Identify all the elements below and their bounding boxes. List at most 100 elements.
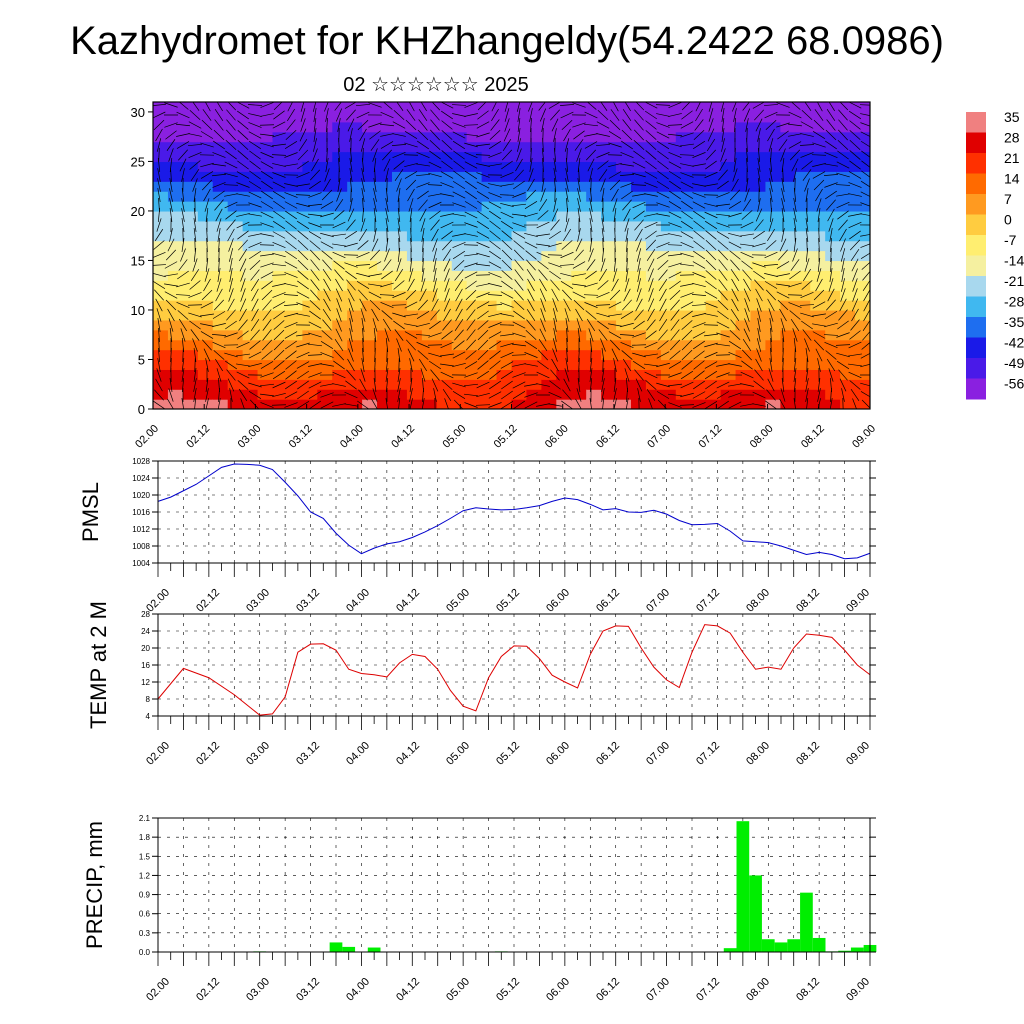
- wind-vector: [849, 150, 861, 160]
- wind-vector: [205, 378, 209, 392]
- heatmap-cell: [362, 210, 378, 222]
- wind-vector: [732, 168, 738, 182]
- heatmap-cell: [780, 389, 796, 400]
- heatmap-cell: [153, 369, 169, 380]
- wind-vector: [503, 128, 511, 142]
- wind-vector: [421, 228, 425, 242]
- wind-vector: [418, 119, 428, 131]
- heatmap-cell: [840, 349, 856, 361]
- wind-vector: [284, 272, 298, 278]
- colorbar-swatch: [966, 255, 986, 277]
- wind-vector: [332, 243, 346, 247]
- wind-vector: [358, 389, 368, 401]
- heatmap-cell: [795, 102, 811, 113]
- heatmap-cell: [825, 210, 841, 222]
- wind-vector: [250, 278, 260, 292]
- wind-vector: [284, 391, 298, 399]
- wind-vector: [575, 308, 583, 322]
- heatmap-cell: [332, 369, 348, 380]
- wind-vector: [691, 304, 707, 306]
- wind-vector: [349, 158, 353, 172]
- heatmap-cell: [481, 399, 498, 409]
- wind-vector: [192, 102, 200, 111]
- wind-vector: [695, 108, 703, 122]
- heatmap-cell: [197, 359, 214, 370]
- heatmap-cell: [406, 300, 423, 311]
- wind-vector: [693, 370, 705, 380]
- wind-vector: [692, 183, 706, 187]
- heatmap-cell: [451, 210, 468, 222]
- wind-vector: [250, 269, 260, 281]
- wind-vector: [513, 180, 525, 190]
- wind-vector: [584, 133, 598, 137]
- wind-vector: [752, 403, 766, 407]
- heatmap-cell: [735, 131, 752, 143]
- heatmap-cell: [705, 181, 722, 192]
- heatmap-cell: [780, 250, 796, 262]
- wind-vector: [166, 139, 176, 151]
- wind-vector: [804, 102, 812, 111]
- wind-vector: [428, 193, 442, 197]
- heatmap-cell: [257, 379, 274, 390]
- wind-vector: [704, 302, 718, 308]
- heatmap-cell: [526, 349, 542, 361]
- heatmap-cell: [377, 250, 393, 262]
- wind-vector: [657, 260, 669, 270]
- wind-vector: [744, 298, 750, 312]
- wind-vector: [200, 171, 214, 179]
- wind-vector: [333, 349, 345, 361]
- wind-vector: [285, 380, 297, 390]
- heatmap-cell: [466, 250, 483, 262]
- wind-vector: [613, 258, 617, 272]
- wind-vector: [313, 138, 317, 152]
- heatmap-cell: [317, 161, 333, 172]
- heatmap-cell: [690, 399, 707, 409]
- heatmap-cell: [242, 131, 259, 143]
- heatmap-cell: [451, 270, 468, 281]
- wind-vector: [767, 378, 775, 392]
- heatmap-cell: [227, 270, 244, 281]
- heatmap-cell: [421, 141, 438, 153]
- x-tick-label: 07.12: [697, 423, 725, 451]
- x-tick-label: 06.00: [544, 976, 572, 1004]
- heatmap-cell: [765, 161, 781, 172]
- heatmap-cell: [690, 250, 707, 262]
- wind-vector: [656, 250, 670, 260]
- wind-vector: [776, 273, 790, 277]
- wind-vector: [817, 258, 821, 272]
- wind-vector: [181, 238, 185, 252]
- wind-vector: [356, 251, 370, 259]
- wind-vector: [553, 158, 557, 172]
- wind-vector: [355, 103, 371, 107]
- heatmap-cell: [421, 349, 438, 361]
- heatmap-cell: [481, 121, 498, 133]
- wind-vector: [572, 102, 586, 108]
- wind-vector: [805, 378, 809, 392]
- heatmap-cell: [377, 121, 393, 133]
- wind-vector: [716, 381, 730, 389]
- wind-vector: [565, 168, 569, 182]
- wind-vector: [347, 288, 355, 302]
- wind-vector: [668, 383, 682, 387]
- wind-vector: [589, 338, 593, 352]
- heatmap-cell: [287, 379, 303, 390]
- heatmap-cell: [571, 270, 587, 281]
- wind-vector: [586, 102, 597, 110]
- heatmap-cell: [272, 369, 289, 380]
- wind-vector: [165, 299, 177, 311]
- wind-vector: [550, 109, 560, 121]
- heatmap-cell: [167, 389, 184, 400]
- heatmap-cell: [526, 260, 542, 271]
- heatmap-cell: [825, 111, 841, 123]
- wind-vector: [815, 278, 823, 292]
- heatmap-cell: [436, 319, 453, 331]
- wind-vector: [431, 378, 439, 392]
- heatmap-cell: [825, 369, 841, 380]
- heatmap-cell: [675, 191, 692, 202]
- wind-vector: [393, 160, 405, 170]
- heatmap-cell: [645, 220, 662, 232]
- wind-vector: [801, 160, 813, 170]
- heatmap-cell: [227, 220, 244, 232]
- heatmap-cell: [690, 121, 707, 133]
- heatmap-cell: [347, 349, 363, 361]
